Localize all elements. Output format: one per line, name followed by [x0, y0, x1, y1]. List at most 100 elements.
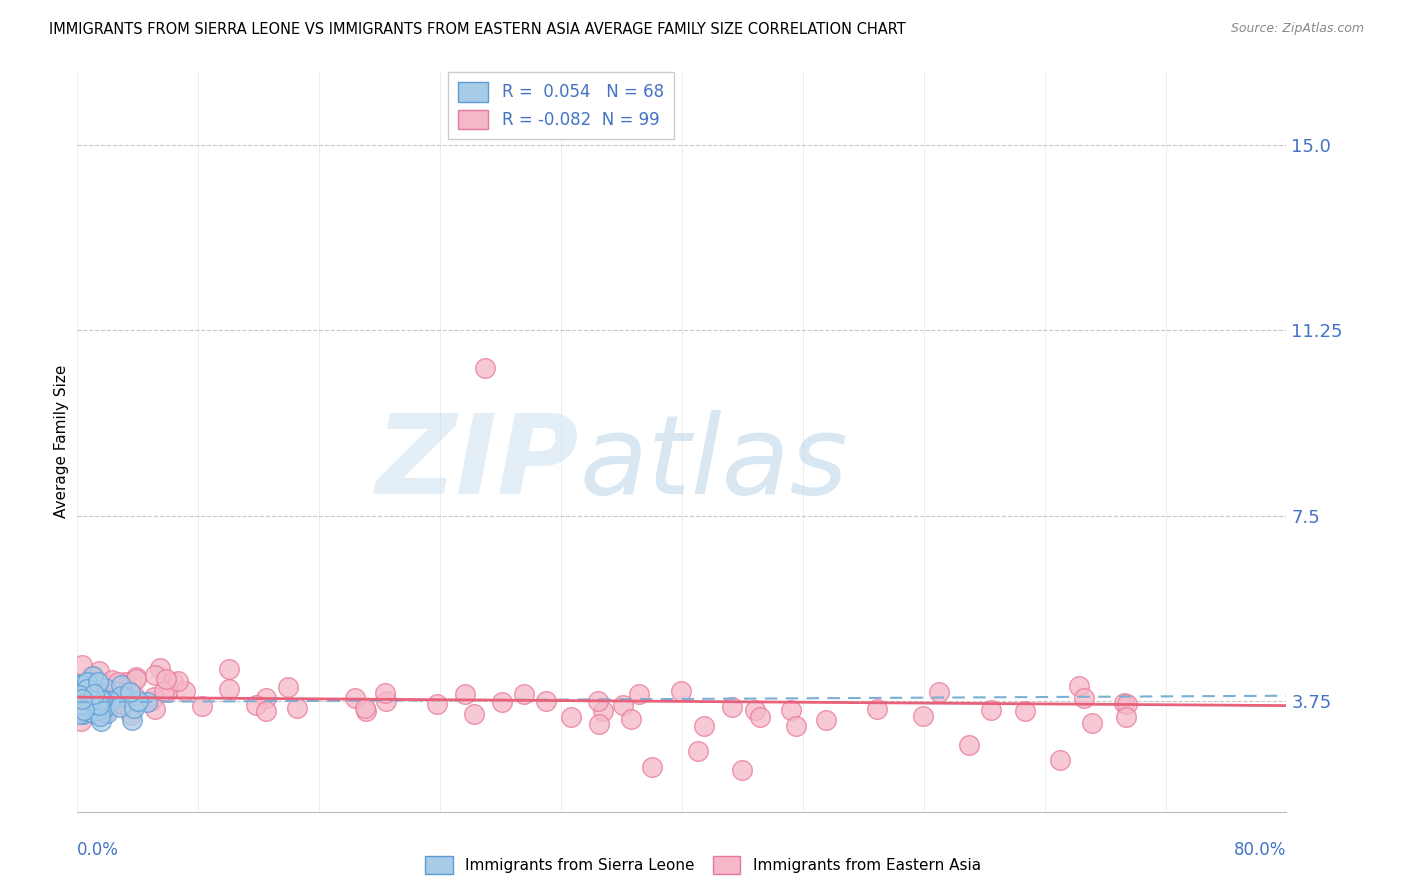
Point — [90, 682, 112, 697]
Point — [76, 682, 98, 697]
Point — [67, 688, 90, 702]
Text: 0.0%: 0.0% — [77, 841, 120, 859]
Point — [513, 687, 536, 701]
Point — [73, 694, 96, 708]
Point — [75, 677, 97, 691]
Point — [254, 691, 277, 706]
Point — [143, 702, 166, 716]
Point — [70, 692, 93, 706]
Point — [592, 704, 614, 718]
Point — [87, 664, 110, 678]
Point — [374, 686, 396, 700]
Point — [101, 693, 124, 707]
Point — [70, 657, 93, 672]
Point — [90, 692, 112, 706]
Point — [87, 698, 110, 713]
Point — [911, 709, 934, 723]
Point — [474, 360, 496, 375]
Point — [1073, 691, 1095, 706]
Point — [426, 698, 449, 712]
Point — [77, 698, 100, 712]
Point — [285, 701, 308, 715]
Point — [80, 690, 103, 705]
Point — [75, 691, 97, 706]
Point — [1116, 698, 1139, 712]
Point — [104, 693, 127, 707]
Point — [72, 706, 94, 721]
Point — [375, 694, 398, 708]
Point — [162, 675, 184, 690]
Point — [75, 688, 97, 702]
Point — [87, 697, 110, 711]
Point — [93, 701, 115, 715]
Y-axis label: Average Family Size: Average Family Size — [53, 365, 69, 518]
Point — [1049, 753, 1071, 767]
Point — [67, 707, 90, 722]
Point — [115, 690, 138, 704]
Point — [125, 670, 148, 684]
Point — [70, 687, 93, 701]
Point — [463, 706, 485, 721]
Point — [82, 669, 104, 683]
Point — [111, 697, 134, 711]
Point — [277, 680, 299, 694]
Point — [86, 703, 108, 717]
Point — [72, 683, 94, 698]
Point — [87, 674, 110, 689]
Point — [69, 697, 91, 711]
Point — [218, 662, 240, 676]
Text: atlas: atlas — [579, 410, 848, 517]
Point — [135, 695, 157, 709]
Point — [69, 700, 91, 714]
Point — [254, 704, 277, 718]
Legend: R =  0.054   N = 68, R = -0.082  N = 99: R = 0.054 N = 68, R = -0.082 N = 99 — [449, 72, 673, 139]
Point — [110, 689, 132, 703]
Point — [79, 698, 101, 712]
Point — [120, 708, 142, 723]
Point — [139, 693, 162, 707]
Point — [107, 674, 129, 689]
Point — [80, 684, 103, 698]
Text: 80.0%: 80.0% — [1234, 841, 1286, 859]
Point — [143, 690, 166, 704]
Point — [98, 694, 121, 708]
Point — [84, 707, 107, 722]
Point — [77, 690, 100, 704]
Point — [80, 669, 103, 683]
Point — [69, 698, 91, 713]
Text: Source: ZipAtlas.com: Source: ZipAtlas.com — [1230, 22, 1364, 36]
Point — [100, 673, 122, 687]
Point — [97, 692, 120, 706]
Point — [354, 705, 377, 719]
Point — [89, 709, 111, 723]
Point — [67, 695, 90, 709]
Point — [79, 686, 101, 700]
Point — [72, 692, 94, 706]
Point — [80, 675, 103, 690]
Point — [641, 760, 664, 774]
Point — [76, 698, 98, 713]
Point — [83, 686, 105, 700]
Point — [586, 694, 609, 708]
Point — [67, 697, 90, 711]
Point — [70, 677, 93, 691]
Point — [75, 683, 97, 698]
Point — [77, 705, 100, 719]
Point — [79, 705, 101, 719]
Point — [110, 678, 132, 692]
Point — [627, 687, 650, 701]
Point — [89, 705, 111, 719]
Point — [77, 696, 100, 710]
Point — [957, 738, 980, 752]
Point — [190, 699, 212, 714]
Point — [153, 684, 176, 698]
Point — [1014, 704, 1036, 718]
Point — [77, 694, 100, 708]
Point — [167, 673, 190, 688]
Point — [69, 704, 91, 718]
Point — [731, 763, 754, 777]
Point — [454, 687, 477, 701]
Point — [669, 684, 692, 698]
Point — [114, 696, 136, 710]
Point — [560, 709, 582, 723]
